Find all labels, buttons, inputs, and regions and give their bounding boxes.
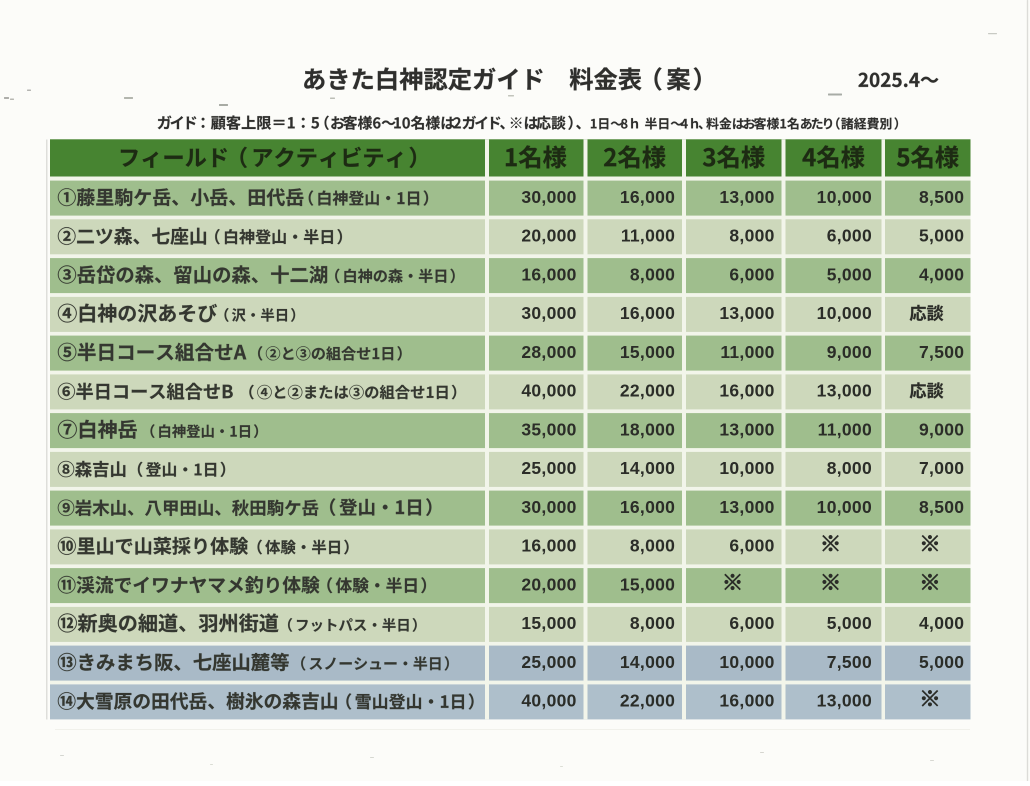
svg-text:13,000: 13,000 [719, 419, 774, 439]
svg-text:13,000: 13,000 [817, 381, 872, 401]
svg-text:13,000: 13,000 [719, 187, 774, 207]
svg-text:15,000: 15,000 [620, 342, 675, 362]
svg-text:14,000: 14,000 [620, 652, 675, 672]
svg-text:28,000: 28,000 [521, 342, 576, 362]
svg-text:10,000: 10,000 [817, 303, 872, 323]
svg-text:14,000: 14,000 [620, 458, 675, 478]
svg-text:5,000: 5,000 [919, 652, 964, 672]
svg-text:10,000: 10,000 [719, 458, 774, 478]
svg-text:6,000: 6,000 [729, 264, 774, 284]
svg-text:9,000: 9,000 [919, 419, 964, 439]
svg-text:5,000: 5,000 [827, 613, 872, 633]
svg-text:22,000: 22,000 [620, 691, 675, 711]
svg-text:11,000: 11,000 [621, 226, 675, 246]
svg-text:7,500: 7,500 [827, 652, 872, 672]
svg-text:20,000: 20,000 [521, 574, 576, 594]
svg-text:5,000: 5,000 [919, 226, 964, 246]
svg-text:4,000: 4,000 [919, 613, 964, 633]
svg-text:11,000: 11,000 [720, 342, 774, 362]
svg-text:16,000: 16,000 [521, 264, 576, 284]
svg-text:9,000: 9,000 [827, 342, 872, 362]
svg-text:25,000: 25,000 [521, 652, 576, 672]
svg-text:30,000: 30,000 [521, 187, 576, 207]
svg-text:16,000: 16,000 [521, 536, 576, 556]
svg-text:6,000: 6,000 [729, 613, 774, 633]
svg-text:8,500: 8,500 [919, 187, 964, 207]
svg-text:13,000: 13,000 [817, 691, 872, 711]
svg-text:16,000: 16,000 [620, 187, 675, 207]
svg-text:8,000: 8,000 [630, 536, 675, 556]
svg-text:7,000: 7,000 [919, 458, 964, 478]
svg-text:16,000: 16,000 [620, 497, 675, 517]
svg-text:8,000: 8,000 [729, 226, 774, 246]
svg-text:16,000: 16,000 [719, 691, 774, 711]
svg-text:30,000: 30,000 [521, 303, 576, 323]
svg-text:6,000: 6,000 [729, 536, 774, 556]
svg-text:8,500: 8,500 [919, 497, 964, 517]
svg-text:8,000: 8,000 [630, 264, 675, 284]
svg-text:15,000: 15,000 [521, 613, 576, 633]
svg-text:40,000: 40,000 [521, 691, 576, 711]
svg-text:40,000: 40,000 [521, 381, 576, 401]
svg-text:6,000: 6,000 [827, 226, 872, 246]
svg-text:7,500: 7,500 [919, 342, 964, 362]
svg-text:4,000: 4,000 [919, 264, 964, 284]
svg-text:25,000: 25,000 [521, 458, 576, 478]
svg-text:10,000: 10,000 [817, 497, 872, 517]
svg-text:13,000: 13,000 [719, 497, 774, 517]
svg-text:5,000: 5,000 [827, 264, 872, 284]
svg-text:18,000: 18,000 [620, 419, 675, 439]
svg-text:30,000: 30,000 [521, 497, 576, 517]
svg-text:8,000: 8,000 [827, 458, 872, 478]
svg-text:15,000: 15,000 [620, 574, 675, 594]
svg-text:10,000: 10,000 [719, 652, 774, 672]
svg-text:16,000: 16,000 [620, 303, 675, 323]
svg-text:8,000: 8,000 [630, 613, 675, 633]
svg-text:22,000: 22,000 [620, 381, 675, 401]
svg-text:11,000: 11,000 [818, 419, 872, 439]
svg-text:35,000: 35,000 [521, 419, 576, 439]
svg-text:16,000: 16,000 [719, 381, 774, 401]
svg-text:13,000: 13,000 [719, 303, 774, 323]
svg-text:20,000: 20,000 [521, 226, 576, 246]
svg-text:10,000: 10,000 [817, 187, 872, 207]
